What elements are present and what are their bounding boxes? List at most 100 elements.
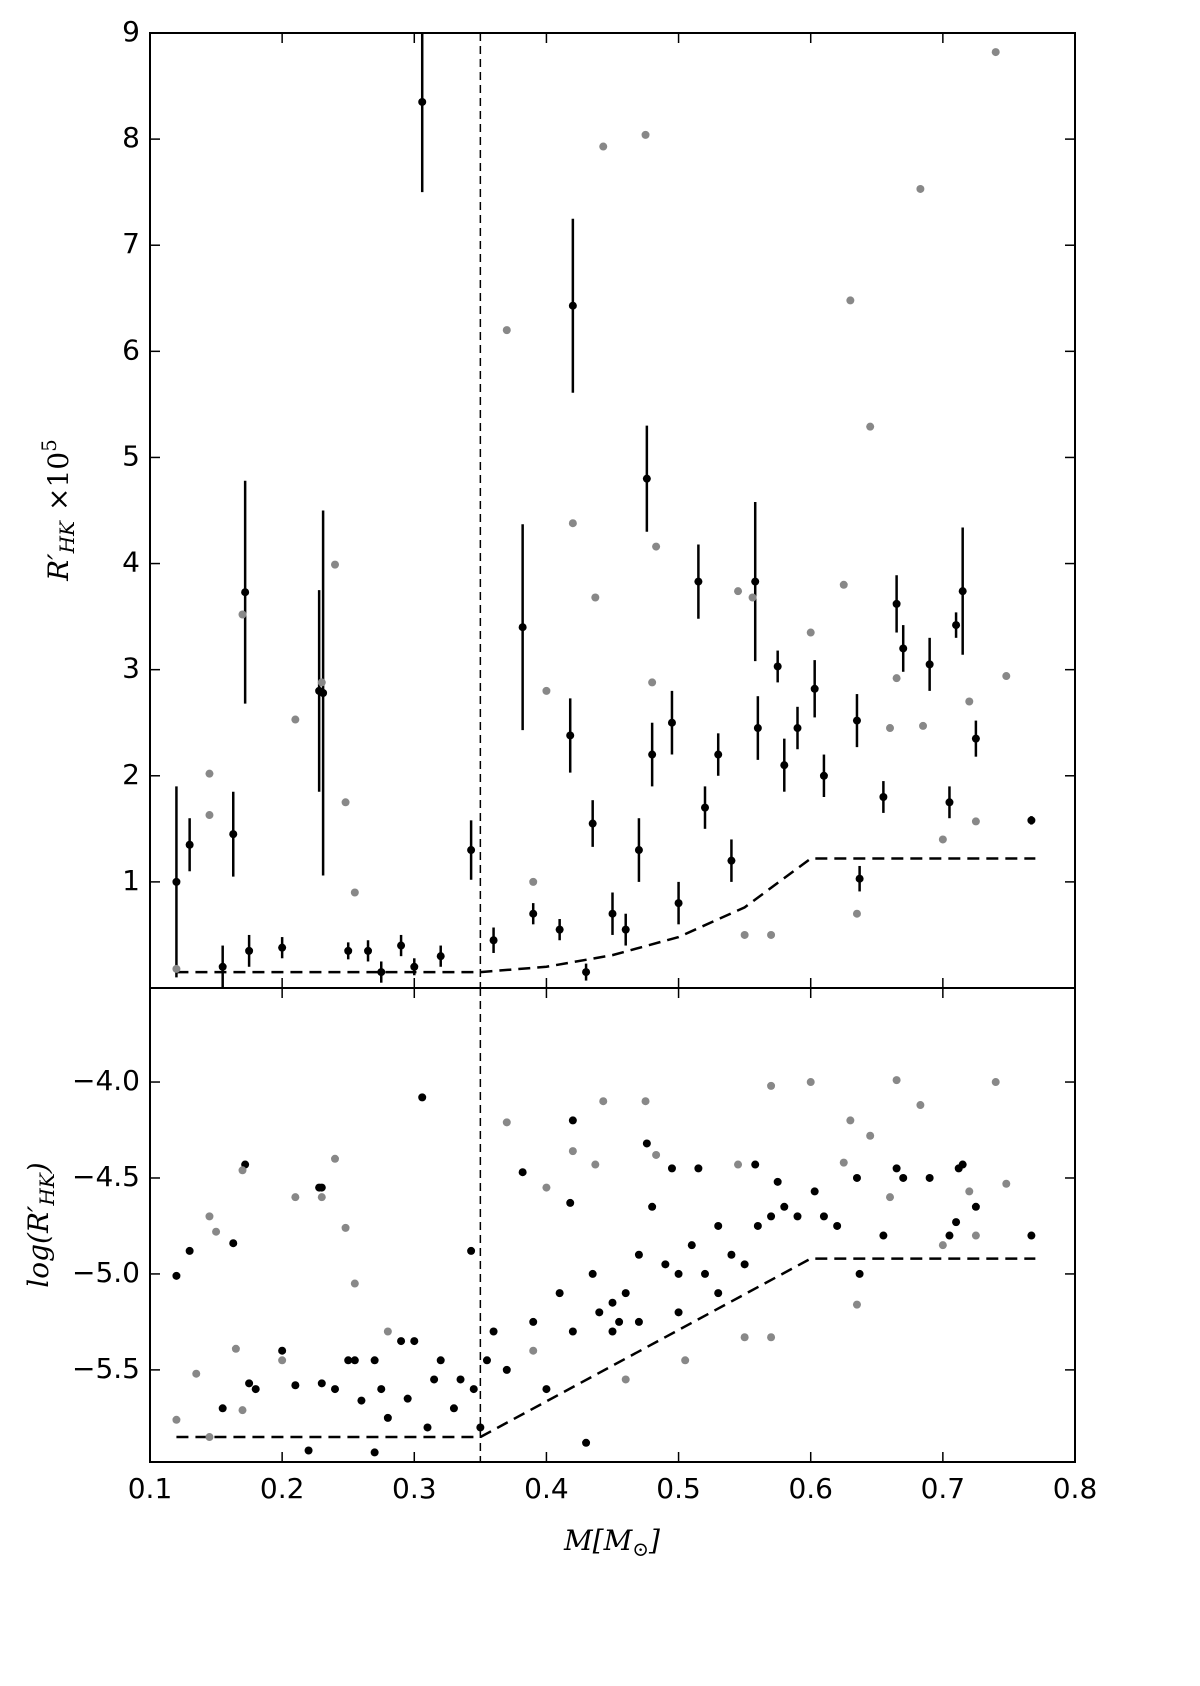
data-point <box>591 593 600 602</box>
plot-frame <box>149 32 1076 989</box>
data-point <box>436 1356 445 1365</box>
data-point <box>767 1081 776 1090</box>
data-point <box>855 874 864 883</box>
data-point <box>591 1160 600 1169</box>
data-point <box>172 964 181 973</box>
y-label-part: 5 <box>37 439 61 452</box>
data-point <box>971 734 980 743</box>
data-point <box>467 846 476 855</box>
data-point <box>879 793 888 801</box>
data-point <box>899 644 908 653</box>
data-point <box>892 599 901 608</box>
data-point <box>701 1269 709 1278</box>
x-tick-label: 0.8 <box>1053 1472 1098 1505</box>
data-point <box>694 1164 703 1173</box>
data-point <box>661 1260 670 1269</box>
data-point <box>377 1385 386 1394</box>
data-point <box>753 724 762 733</box>
data-point <box>418 97 427 106</box>
data-point <box>642 474 651 483</box>
data-point <box>172 877 181 886</box>
data-point <box>852 716 861 725</box>
data-point <box>740 1333 749 1342</box>
data-point <box>595 1308 604 1317</box>
data-point <box>681 1356 690 1365</box>
data-point <box>449 1404 458 1413</box>
data-point <box>238 1406 247 1415</box>
y-tick-label: 4 <box>122 546 140 579</box>
x-tick-label: 0.1 <box>128 1472 173 1505</box>
x-label-part: ⊙ <box>632 1537 649 1561</box>
data-point <box>518 1168 527 1177</box>
data-point <box>231 1344 240 1353</box>
data-point <box>218 1404 227 1413</box>
x-tick-label: 0.2 <box>260 1472 305 1505</box>
data-point <box>397 941 406 950</box>
data-point <box>701 803 709 812</box>
y-label-part: log(R′ <box>22 1205 55 1288</box>
data-point <box>642 1139 651 1148</box>
data-point <box>748 593 757 602</box>
data-point <box>568 1116 577 1125</box>
data-point <box>938 835 947 844</box>
y-tick-label: −4.5 <box>72 1160 140 1193</box>
data-point <box>773 662 782 671</box>
data-point <box>172 1271 181 1280</box>
data-point <box>582 968 591 977</box>
data-point <box>740 930 749 939</box>
data-point <box>317 1183 326 1192</box>
data-point <box>205 769 214 778</box>
data-point <box>694 577 703 586</box>
data-point <box>833 1221 842 1230</box>
data-point <box>740 1260 749 1269</box>
data-point <box>793 1212 802 1221</box>
y-tick-label: 3 <box>122 652 140 685</box>
data-point <box>469 1385 478 1394</box>
data-point <box>331 1154 339 1163</box>
data-point <box>810 1187 819 1196</box>
data-point <box>925 660 934 669</box>
data-point <box>892 1076 901 1085</box>
data-point <box>410 1337 419 1346</box>
data-point <box>397 1337 406 1346</box>
y-tick-label: 9 <box>122 15 140 48</box>
data-point <box>806 1078 815 1087</box>
data-point <box>588 819 597 828</box>
data-point <box>852 909 861 918</box>
data-point <box>467 1246 476 1255</box>
data-point <box>674 1308 683 1317</box>
data-point <box>370 1448 379 1457</box>
plot-frame <box>149 987 1076 1463</box>
data-point <box>278 1356 287 1365</box>
data-point <box>218 962 227 971</box>
data-point <box>971 1231 980 1240</box>
data-point <box>410 962 419 971</box>
data-point <box>418 1093 427 1102</box>
data-point <box>945 1231 954 1240</box>
data-point <box>251 1385 260 1394</box>
x-tick-label: 0.7 <box>921 1472 966 1505</box>
data-point <box>991 48 1000 57</box>
data-point <box>971 817 980 826</box>
data-point <box>899 1173 908 1182</box>
data-point <box>430 1375 439 1384</box>
data-point <box>529 877 538 886</box>
data-point <box>568 301 577 310</box>
data-point <box>542 1183 551 1192</box>
data-point <box>652 1150 661 1159</box>
data-point <box>350 1279 359 1288</box>
x-tick-label: 0.5 <box>656 1472 701 1505</box>
data-point <box>205 1212 214 1221</box>
data-point <box>304 1446 313 1455</box>
data-point <box>529 1346 538 1355</box>
data-point <box>674 1269 683 1278</box>
data-point <box>925 1173 934 1182</box>
data-point <box>806 628 815 637</box>
data-point <box>727 856 736 865</box>
data-point <box>652 542 661 551</box>
data-point <box>846 1116 855 1125</box>
data-point <box>599 142 608 151</box>
data-point <box>648 1202 657 1211</box>
data-point <box>238 1166 247 1175</box>
